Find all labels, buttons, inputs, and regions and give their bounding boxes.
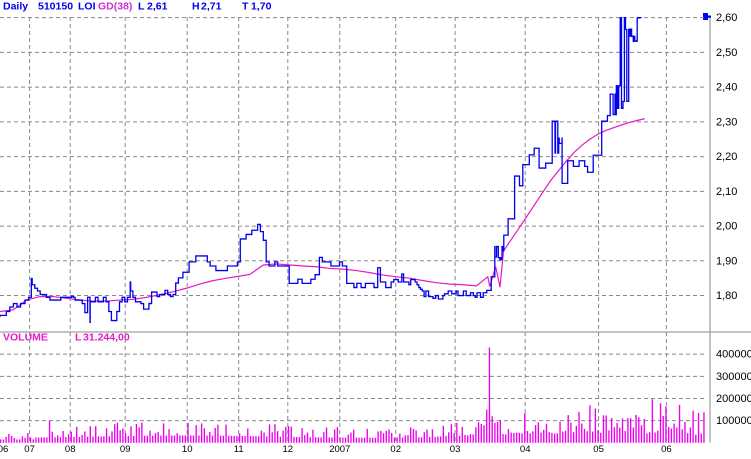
svg-text:200000: 200000	[716, 393, 751, 405]
svg-text:2,60: 2,60	[716, 12, 737, 24]
svg-text:1,80: 1,80	[716, 290, 737, 302]
svg-text:2,00: 2,00	[716, 221, 737, 233]
svg-text:2,30: 2,30	[716, 116, 737, 128]
svg-text:06: 06	[0, 444, 8, 455]
svg-text:12: 12	[283, 444, 294, 455]
svg-text:2,71: 2,71	[201, 1, 222, 13]
svg-text:Daily: Daily	[3, 1, 28, 13]
svg-text:06: 06	[661, 444, 672, 455]
svg-text:10: 10	[182, 444, 193, 455]
svg-text:T: T	[242, 1, 249, 13]
svg-text:07: 07	[24, 444, 35, 455]
svg-text:02: 02	[390, 444, 401, 455]
svg-text:L: L	[138, 1, 145, 13]
svg-text:04: 04	[520, 444, 531, 455]
svg-text:05: 05	[593, 444, 604, 455]
svg-text:08: 08	[65, 444, 76, 455]
svg-text:2,61: 2,61	[147, 1, 168, 13]
svg-text:2,20: 2,20	[716, 151, 737, 163]
svg-text:31.244,00: 31.244,00	[83, 332, 130, 344]
svg-text:2,40: 2,40	[716, 82, 737, 94]
svg-text:2007: 2007	[329, 444, 350, 455]
svg-text:VOLUME: VOLUME	[3, 332, 48, 344]
svg-text:1,70: 1,70	[251, 1, 272, 13]
svg-text:1,90: 1,90	[716, 255, 737, 267]
svg-text:300000: 300000	[716, 371, 751, 383]
svg-text:100000: 100000	[716, 415, 751, 427]
svg-text:GD(38): GD(38)	[98, 1, 132, 13]
svg-text:2,10: 2,10	[716, 186, 737, 198]
svg-text:LOI: LOI	[78, 1, 96, 13]
svg-text:510150: 510150	[38, 1, 73, 13]
svg-text:400000: 400000	[716, 349, 751, 361]
svg-text:H: H	[192, 1, 200, 13]
svg-text:2,50: 2,50	[716, 47, 737, 59]
svg-text:03: 03	[450, 444, 461, 455]
svg-text:11: 11	[234, 444, 244, 455]
svg-text:L: L	[75, 332, 82, 344]
svg-text:09: 09	[120, 444, 131, 455]
